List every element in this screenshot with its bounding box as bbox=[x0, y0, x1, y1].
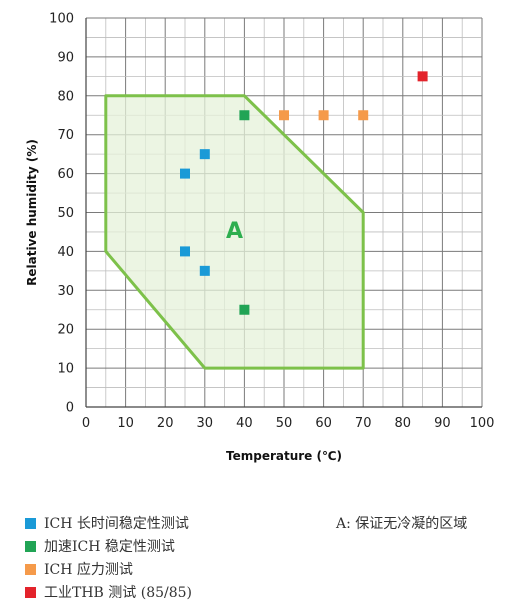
legend-item: 加速ICH 稳定性测试 bbox=[25, 536, 325, 556]
y-axis-label: Relative humidity (%) bbox=[25, 139, 39, 286]
y-tick-label: 90 bbox=[57, 50, 74, 65]
y-tick-label: 0 bbox=[66, 401, 74, 416]
y-tick-label: 20 bbox=[57, 323, 74, 338]
data-point bbox=[199, 149, 210, 160]
region-note: A: 保证无冷凝的区域 bbox=[336, 516, 468, 532]
legend-swatch bbox=[25, 563, 36, 575]
data-point bbox=[318, 110, 329, 121]
x-tick-label: 30 bbox=[197, 416, 214, 431]
y-tick-label: 60 bbox=[57, 167, 74, 182]
x-tick-label: 70 bbox=[355, 416, 372, 431]
x-axis-label: Temperature (℃) bbox=[226, 449, 342, 463]
y-tick-label: 40 bbox=[57, 245, 74, 260]
x-tick-label: 10 bbox=[117, 416, 134, 431]
y-tick-label: 100 bbox=[49, 12, 74, 27]
data-point bbox=[279, 110, 289, 121]
x-tick-label: 60 bbox=[315, 416, 332, 431]
data-point bbox=[180, 246, 190, 257]
x-tick-label: 90 bbox=[434, 416, 451, 431]
data-point bbox=[239, 304, 250, 315]
y-tick-label: 30 bbox=[57, 284, 74, 299]
chart: A 0 10 20 30 40 50 60 70 80 90 100 0 10 20 30 40 50 60 70… bbox=[25, 12, 495, 464]
legend-swatch bbox=[25, 540, 36, 552]
legend-label: ICH 长时间稳定性测试 bbox=[44, 516, 189, 532]
data-point bbox=[199, 265, 210, 276]
y-tick-labels: 0 10 20 30 40 50 60 70 80 90 100 bbox=[49, 12, 74, 416]
legend-swatch bbox=[25, 517, 36, 529]
y-tick-label: 80 bbox=[57, 89, 74, 104]
y-tick-label: 50 bbox=[57, 206, 74, 221]
x-tick-label: 100 bbox=[470, 416, 495, 431]
y-tick-label: 70 bbox=[57, 128, 74, 143]
data-point bbox=[358, 110, 369, 121]
x-tick-label: 40 bbox=[236, 416, 253, 431]
data-point bbox=[417, 71, 428, 82]
legend-item: ICH 应力测试 bbox=[25, 559, 325, 579]
legend-label: 加速ICH 稳定性测试 bbox=[44, 539, 175, 555]
data-points bbox=[180, 71, 428, 315]
legend-item: 工业THB 测试 (85/85) bbox=[25, 582, 325, 602]
data-point bbox=[239, 110, 250, 121]
legend: ICH 长时间稳定性测试 加速ICH 稳定性测试 ICH 应力测试工业THB 测试 … bbox=[25, 513, 325, 605]
data-point bbox=[180, 168, 190, 179]
x-tick-label: 0 bbox=[82, 416, 90, 431]
x-tick-label: 50 bbox=[276, 416, 293, 431]
x-tick-label: 80 bbox=[395, 416, 412, 431]
x-tick-label: 20 bbox=[157, 416, 174, 431]
legend-label: ICH 应力测试 bbox=[44, 562, 133, 578]
legend-label: 工业THB 测试 (85/85) bbox=[44, 585, 193, 601]
x-tick-labels: 0 10 20 30 40 50 60 70 80 90 100 bbox=[82, 416, 495, 431]
y-tick-label: 10 bbox=[57, 362, 74, 377]
region-a-polygon bbox=[104, 94, 365, 370]
region-a-label: A bbox=[226, 219, 243, 244]
legend-item: ICH 长时间稳定性测试 bbox=[25, 513, 325, 533]
legend-swatch bbox=[25, 586, 36, 598]
